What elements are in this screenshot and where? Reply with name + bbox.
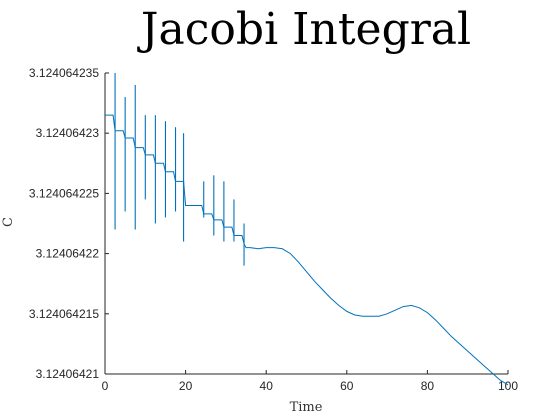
y-tick-label: 3.124064235 — [29, 66, 99, 80]
chart-title: Jacobi Integral — [137, 4, 471, 55]
series-line — [105, 114, 509, 386]
x-tick-label: 60 — [340, 379, 354, 393]
x-tick-label: 100 — [498, 379, 518, 393]
y-ticks: 3.12406421 3.124064215 3.12406422 3.1240642… — [29, 66, 109, 381]
x-tick-label: 20 — [179, 379, 193, 393]
x-tick-label: 0 — [102, 379, 109, 393]
x-tick-label: 80 — [421, 379, 435, 393]
y-tick-label: 3.12406423 — [36, 126, 100, 140]
y-axis-label: C — [1, 217, 16, 227]
x-ticks: 0 20 40 60 80 100 — [102, 370, 518, 393]
plot-area: 0 20 40 60 80 100 3.124064213.1240642153.1240… — [29, 66, 518, 393]
x-axis-label: Time — [290, 400, 323, 415]
y-tick-label: 3.12406422 — [36, 247, 100, 261]
y-tick-label: 3.12406421 — [36, 367, 100, 381]
x-tick-label: 40 — [260, 379, 274, 393]
y-tick-label: 3.124064215 — [29, 307, 99, 321]
series-group — [105, 73, 509, 386]
y-tick-label: 3.124064225 — [29, 186, 99, 200]
